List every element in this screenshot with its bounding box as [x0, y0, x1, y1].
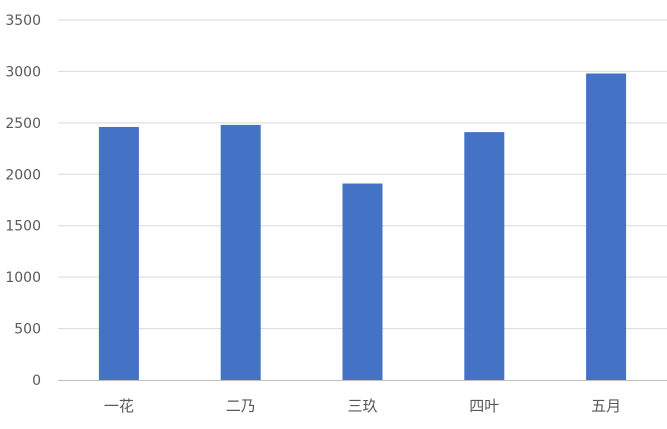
- bars: [98, 73, 627, 381]
- y-tick-label: 1500: [5, 219, 41, 235]
- y-tick-label: 2500: [5, 116, 41, 132]
- y-tick-label: 1000: [5, 270, 41, 286]
- bar: [220, 124, 261, 381]
- y-axis-tick-labels: 0 500 1000 1500 2000 2500 3000 3500: [5, 13, 41, 389]
- y-tick-label: 0: [32, 373, 41, 389]
- y-tick-label: 500: [14, 322, 41, 338]
- bar: [98, 126, 139, 380]
- y-tick-label: 3000: [5, 64, 41, 80]
- bar: [464, 132, 505, 380]
- x-tick-label: 五月: [591, 397, 621, 415]
- x-tick-label: 一花: [104, 397, 134, 415]
- y-tick-label: 2000: [5, 167, 41, 183]
- x-tick-label: 四叶: [469, 397, 499, 415]
- x-axis-tick-labels: 一花 二乃 三玖 四叶 五月: [104, 397, 621, 415]
- x-tick-label: 三玖: [347, 397, 377, 415]
- bar: [586, 73, 627, 380]
- y-tick-label: 3500: [5, 13, 41, 29]
- bar: [342, 183, 383, 380]
- x-tick-label: 二乃: [226, 397, 256, 415]
